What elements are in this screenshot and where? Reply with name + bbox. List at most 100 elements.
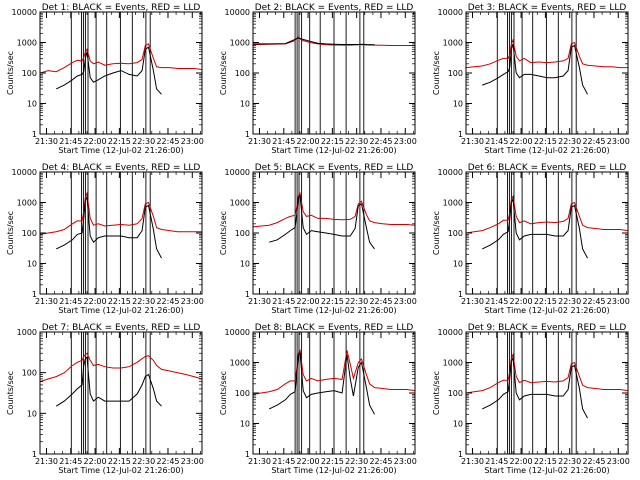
x-tick-label: 22:00 xyxy=(510,137,533,146)
x-tick-label: 22:30 xyxy=(558,457,581,466)
chart-panel-9: 1 10 100 1000 10000 21:30 21:45 22:00 22:15 22:30… xyxy=(432,323,630,475)
y-tick-label: 1 xyxy=(245,450,250,459)
events-series-line xyxy=(482,43,588,95)
x-tick-label: 22:30 xyxy=(132,137,155,146)
y-tick-label: 10000 xyxy=(225,8,250,17)
events-series-line xyxy=(268,350,375,415)
y-axis-label: Counts/sec xyxy=(432,211,441,255)
y-tick-label: 10 xyxy=(240,100,250,109)
y-tick-label: 1 xyxy=(32,130,37,139)
events-series-line xyxy=(481,197,588,259)
chart-panel-4: 1 10 100 1000 10000 21:30 21:45 22:00 22:15 22:30… xyxy=(6,163,204,315)
y-tick-label: 100 xyxy=(448,389,463,398)
x-tick-label: 22:00 xyxy=(84,297,107,306)
chart-title: Det 2: BLACK = Events, RED = LLD xyxy=(255,3,414,13)
y-tick-label: 100 xyxy=(448,69,463,78)
y-tick-label: 10 xyxy=(27,260,37,269)
x-tick-label: 23:00 xyxy=(607,457,630,466)
x-tick-label: 23:00 xyxy=(181,297,204,306)
x-tick-label: 21:45 xyxy=(272,137,295,146)
y-tick-label: 1 xyxy=(32,450,37,459)
x-axis-label: Start Time (12-Jul-02 21:26:00) xyxy=(484,466,609,475)
chart-title: Det 5: BLACK = Events, RED = LLD xyxy=(255,163,414,173)
x-tick-label: 21:45 xyxy=(485,137,508,146)
x-tick-label: 23:00 xyxy=(181,457,204,466)
chart-panel-6: 1 10 100 1000 10000 21:30 21:45 22:00 22:15 22:30… xyxy=(432,163,630,315)
x-tick-label: 22:45 xyxy=(582,137,605,146)
x-tick-label: 22:00 xyxy=(297,297,320,306)
chart-title: Det 1: BLACK = Events, RED = LLD xyxy=(42,3,201,13)
x-tick-label: 22:15 xyxy=(534,457,557,466)
x-tick-label: 22:45 xyxy=(156,457,179,466)
events-series-line xyxy=(269,194,375,250)
y-tick-label: 10000 xyxy=(438,328,463,337)
x-tick-label: 22:15 xyxy=(321,297,344,306)
x-tick-label: 22:15 xyxy=(108,137,131,146)
x-tick-label: 22:00 xyxy=(297,137,320,146)
y-tick-label: 10000 xyxy=(225,328,250,337)
y-axis-label: Counts/sec xyxy=(432,371,441,415)
x-tick-label: 21:30 xyxy=(248,137,271,146)
chart-panel-7: 1 10 100 1000 21:30 21:45 22:00 22:15 22:30 22:45… xyxy=(6,323,204,475)
lld-series-line xyxy=(40,191,202,235)
y-tick-label: 10 xyxy=(453,100,463,109)
chart-panel-8: 1 10 100 1000 10000 21:30 21:45 22:00 22:15 22:30… xyxy=(219,323,417,475)
x-tick-label: 22:15 xyxy=(534,297,557,306)
y-tick-label: 100 xyxy=(235,229,250,238)
x-tick-label: 22:15 xyxy=(108,457,131,466)
x-axis-label: Start Time (12-Jul-02 21:26:00) xyxy=(58,306,183,315)
lld-series-line xyxy=(466,353,628,394)
y-tick-label: 100 xyxy=(22,369,37,378)
y-axis-label: Counts/sec xyxy=(432,51,441,95)
x-tick-label: 22:00 xyxy=(510,457,533,466)
x-tick-label: 22:30 xyxy=(558,137,581,146)
x-tick-label: 22:00 xyxy=(84,457,107,466)
events-series-line xyxy=(253,37,375,46)
lld-series-line xyxy=(466,38,628,69)
x-tick-label: 21:45 xyxy=(272,297,295,306)
x-tick-label: 22:00 xyxy=(510,297,533,306)
y-tick-label: 100 xyxy=(448,229,463,238)
y-tick-label: 1 xyxy=(458,450,463,459)
chart-panel-2: 1 10 100 1000 10000 21:30 21:45 22:00 22:15 22:30… xyxy=(219,3,417,155)
chart-title: Det 3: BLACK = Events, RED = LLD xyxy=(468,3,627,13)
chart-panel-3: 1 10 100 1000 10000 21:30 21:45 22:00 22:15 22:30… xyxy=(432,3,630,155)
x-tick-label: 21:30 xyxy=(248,457,271,466)
y-tick-label: 10000 xyxy=(12,8,37,17)
y-tick-label: 10 xyxy=(453,420,463,429)
chart-title: Det 7: BLACK = Events, RED = LLD xyxy=(42,323,201,333)
chart-panel-1: 1 10 100 1000 10000 21:30 21:45 22:00 22:15 22:30… xyxy=(6,3,204,155)
lld-series-line xyxy=(253,192,415,228)
lld-series-line xyxy=(40,43,202,74)
y-tick-label: 1000 xyxy=(443,359,463,368)
events-series-line xyxy=(55,195,162,259)
y-tick-label: 1000 xyxy=(17,328,37,337)
x-tick-label: 22:45 xyxy=(369,137,392,146)
y-tick-label: 1 xyxy=(458,290,463,299)
x-tick-label: 21:45 xyxy=(59,297,82,306)
x-tick-label: 22:30 xyxy=(558,297,581,306)
x-tick-label: 22:30 xyxy=(345,457,368,466)
x-tick-label: 22:15 xyxy=(321,137,344,146)
y-tick-label: 10 xyxy=(27,100,37,109)
x-axis-label: Start Time (12-Jul-02 21:26:00) xyxy=(484,306,609,315)
x-tick-label: 23:00 xyxy=(394,137,417,146)
events-series-line xyxy=(481,356,588,419)
x-tick-label: 22:15 xyxy=(108,297,131,306)
x-tick-label: 21:45 xyxy=(272,457,295,466)
chart-panel-5: 1 10 100 1000 10000 21:30 21:45 22:00 22:15 22:30… xyxy=(219,163,417,315)
x-axis-label: Start Time (12-Jul-02 21:26:00) xyxy=(271,466,396,475)
x-tick-label: 22:15 xyxy=(321,457,344,466)
x-tick-label: 23:00 xyxy=(607,297,630,306)
y-tick-label: 1 xyxy=(458,130,463,139)
y-tick-label: 10 xyxy=(240,420,250,429)
lld-series-line xyxy=(40,352,202,383)
x-tick-label: 22:45 xyxy=(156,137,179,146)
x-tick-label: 21:30 xyxy=(35,137,58,146)
y-axis-label: Counts/sec xyxy=(219,211,228,255)
x-axis-label: Start Time (12-Jul-02 21:26:00) xyxy=(58,466,183,475)
x-tick-label: 22:45 xyxy=(582,457,605,466)
x-tick-label: 22:45 xyxy=(156,297,179,306)
chart-title: Det 9: BLACK = Events, RED = LLD xyxy=(468,323,627,333)
